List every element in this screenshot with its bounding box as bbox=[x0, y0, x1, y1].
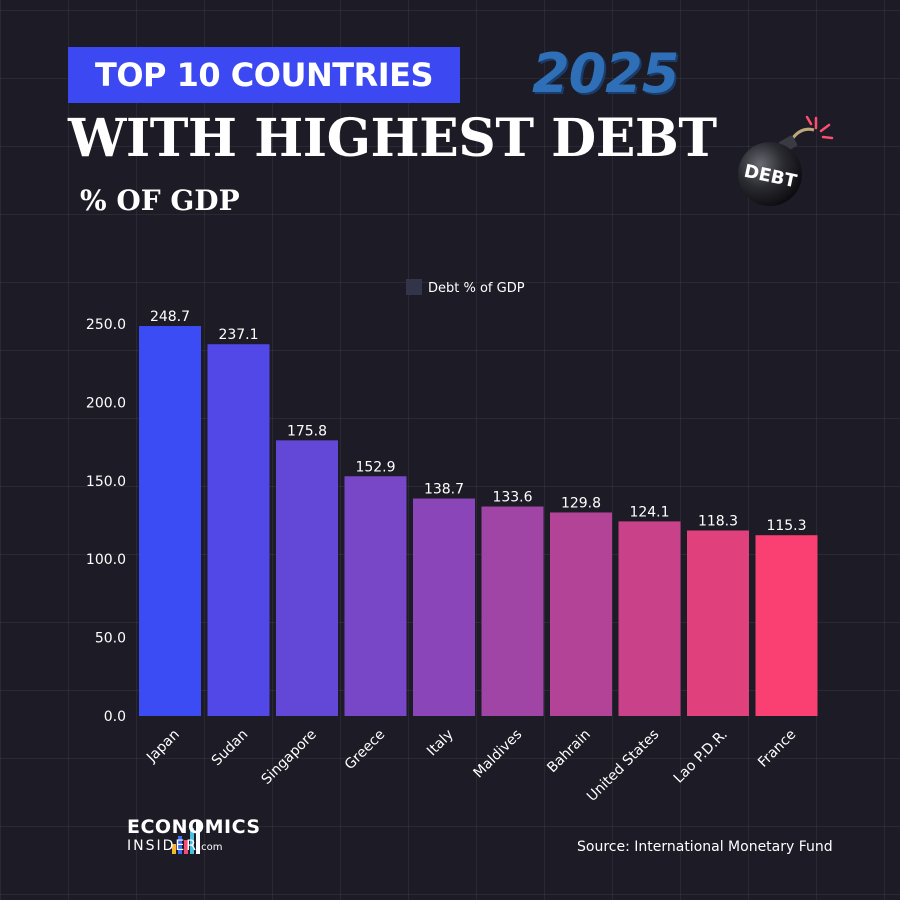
bars: 248.7 237.1 175.8 152.9 138.7 133.6 129.8 124.1… bbox=[139, 309, 818, 716]
bar-chart: Debt % of GDP 0.0 50.0 100.0 150.0 200.0 250.… bbox=[86, 279, 818, 800]
x-tick-label: Maldives bbox=[471, 727, 526, 782]
x-tick-label: Sudan bbox=[209, 727, 252, 770]
y-tick-label: 50.0 bbox=[95, 631, 126, 647]
bar-value-label: 237.1 bbox=[218, 327, 258, 343]
y-tick-label: 200.0 bbox=[86, 395, 126, 411]
bar-value-label: 124.1 bbox=[629, 504, 669, 520]
bar bbox=[344, 476, 407, 716]
bar bbox=[755, 535, 818, 716]
x-tick-label: United States bbox=[584, 727, 662, 800]
bar-value-label: 175.8 bbox=[287, 423, 327, 439]
x-tick-label: Bahrain bbox=[544, 727, 594, 777]
bar bbox=[276, 440, 338, 716]
bomb-icon: DEBT bbox=[738, 115, 834, 206]
year-label: 2025 bbox=[532, 42, 679, 105]
y-tick-label: 250.0 bbox=[86, 317, 126, 333]
chart-legend: Debt % of GDP bbox=[406, 279, 525, 296]
logo-text-secondary: INSIDER.com bbox=[127, 838, 223, 854]
x-tick-label: France bbox=[755, 727, 799, 771]
x-tick-label: Greece bbox=[342, 727, 389, 774]
bar bbox=[687, 530, 749, 716]
legend-label: Debt % of GDP bbox=[428, 281, 525, 296]
y-tick-label: 100.0 bbox=[86, 552, 126, 568]
bar bbox=[207, 344, 270, 716]
bar-value-label: 138.7 bbox=[424, 482, 464, 498]
bar-value-label: 248.7 bbox=[150, 309, 190, 325]
bar bbox=[139, 326, 201, 716]
bar-value-label: 129.8 bbox=[561, 495, 601, 511]
x-axis: Japan Sudan Singapore Greece Italy Maldives Ba… bbox=[143, 727, 799, 800]
bar-value-label: 133.6 bbox=[492, 490, 532, 506]
x-tick-label: Italy bbox=[424, 727, 457, 760]
legend-swatch bbox=[406, 279, 422, 295]
bar-value-label: 118.3 bbox=[698, 514, 738, 530]
banner-text: TOP 10 COUNTRIES bbox=[94, 56, 434, 94]
y-axis: 0.0 50.0 100.0 150.0 200.0 250.0 bbox=[86, 317, 126, 725]
economics-insider-logo-icon bbox=[172, 820, 200, 854]
headline: WITH HIGHEST DEBT bbox=[68, 108, 717, 169]
logo-text-insider: INSIDER bbox=[127, 838, 198, 854]
bar-value-label: 115.3 bbox=[766, 518, 806, 534]
logo-text-primary: ECONOMICS bbox=[127, 816, 261, 838]
source-note: Source: International Monetary Fund bbox=[577, 839, 833, 855]
x-tick-label: Japan bbox=[143, 727, 183, 767]
x-tick-label: Singapore bbox=[259, 727, 320, 788]
y-tick-label: 150.0 bbox=[86, 474, 126, 490]
subheadline: % OF GDP bbox=[80, 184, 240, 217]
bar bbox=[618, 521, 681, 716]
logo-text-suffix: .com bbox=[197, 842, 223, 853]
bar bbox=[413, 498, 475, 716]
bar bbox=[481, 506, 544, 716]
x-tick-label: Lao P.D.R. bbox=[671, 727, 731, 787]
y-tick-label: 0.0 bbox=[104, 709, 126, 725]
bar bbox=[550, 512, 612, 716]
title-banner: TOP 10 COUNTRIES bbox=[68, 47, 460, 103]
bar-value-label: 152.9 bbox=[355, 459, 395, 475]
